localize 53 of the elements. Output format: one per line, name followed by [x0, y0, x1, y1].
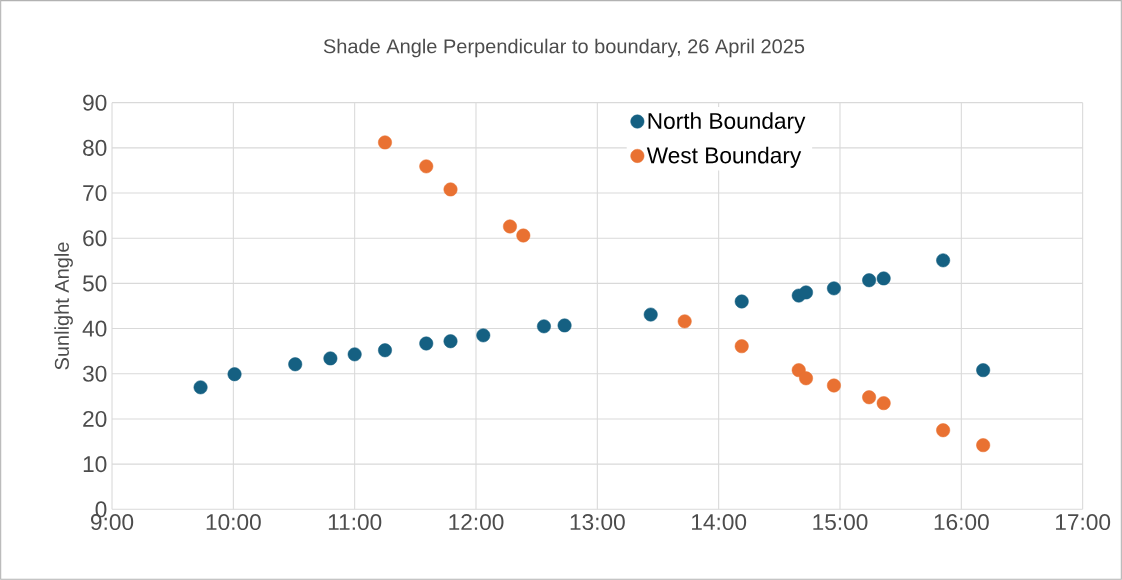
point [936, 253, 951, 268]
point [193, 380, 208, 395]
chart-title: Shade Angle Perpendicular to boundary, 26 April 2025 [323, 38, 805, 58]
point [557, 318, 572, 333]
x-tick-label: 13:00 [570, 514, 625, 531]
point [443, 334, 458, 349]
point [677, 314, 692, 329]
x-tick-label: 17:00 [1056, 514, 1111, 531]
y-tick-label: 20 [83, 410, 107, 427]
point [643, 307, 658, 322]
point [476, 328, 491, 343]
point [347, 347, 362, 362]
y-tick-label: 70 [83, 185, 107, 202]
legend-label: North Boundary [648, 112, 806, 134]
point [862, 390, 877, 405]
x-tick-label: 11:00 [328, 514, 382, 531]
y-tick-label: 80 [83, 139, 107, 156]
x-tick-label: 16:00 [934, 514, 989, 531]
point [227, 367, 242, 382]
point [976, 363, 991, 378]
point [826, 378, 841, 393]
point [503, 219, 517, 234]
point [419, 159, 434, 174]
point [734, 339, 749, 354]
point [936, 423, 951, 438]
y-tick-label: 90 [83, 94, 107, 111]
y-tick-label: 60 [83, 230, 107, 247]
point [288, 357, 303, 372]
x-tick-label: 14:00 [692, 514, 747, 531]
x-tick-label: 15:00 [813, 514, 868, 531]
y-tick-label: 50 [82, 275, 107, 292]
x-tick-label: 12:00 [449, 514, 504, 531]
point [799, 285, 813, 300]
y-tick-label: 10 [83, 456, 107, 473]
y-axis-title: Sunlight Angle [54, 242, 73, 370]
point [826, 281, 841, 296]
point [378, 343, 392, 358]
y-tick-label: 40 [82, 320, 107, 337]
point [976, 438, 991, 453]
point [876, 271, 891, 286]
point [516, 228, 531, 243]
y-tick-label: 30 [82, 365, 107, 382]
x-tick-label: 10:00 [206, 514, 261, 531]
point [323, 351, 338, 366]
point [419, 336, 434, 351]
point [862, 273, 877, 288]
point [876, 396, 891, 411]
legend-label: West Boundary [646, 146, 802, 168]
point [537, 319, 551, 334]
point [734, 294, 749, 309]
point [443, 182, 458, 197]
point [799, 371, 813, 386]
point [378, 135, 392, 150]
